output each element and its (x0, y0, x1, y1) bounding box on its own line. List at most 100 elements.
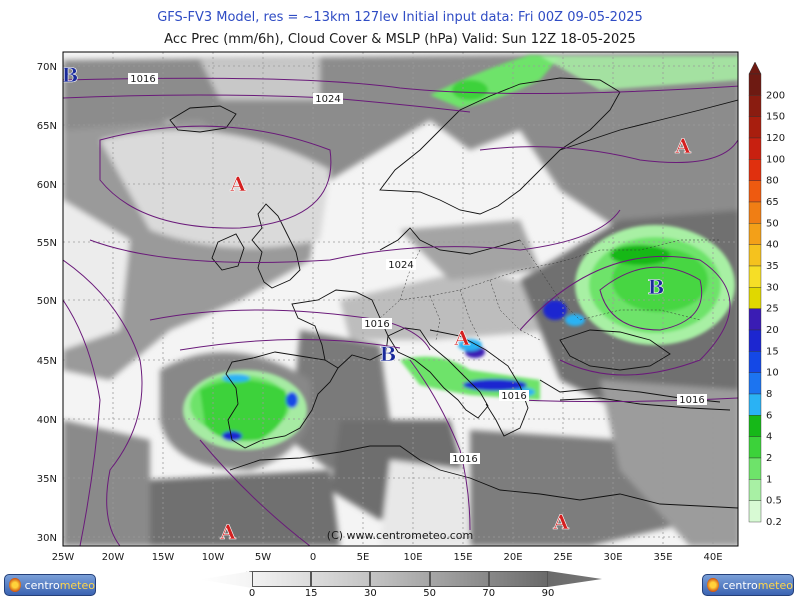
lat-label: 45N (37, 356, 57, 367)
precip-scale-swatch (748, 223, 762, 245)
high-pressure-center: A (219, 520, 236, 544)
precip-scale-label: 1 (766, 474, 772, 485)
lon-label: 20W (102, 552, 125, 563)
map-frame (62, 51, 739, 547)
precip-scale-swatch (748, 95, 762, 117)
lat-label: 50N (37, 296, 57, 307)
high-pressure-center: A (552, 510, 569, 534)
logo-text-accent: meteo (59, 578, 95, 592)
isobar-label: 1016 (364, 319, 389, 330)
precip-scale-swatch (748, 436, 762, 459)
precip-scale-label: 4 (766, 432, 772, 443)
lon-label: 15W (152, 552, 175, 563)
logo-sun-icon (707, 578, 719, 592)
precip-scale-label: 150 (766, 112, 785, 123)
model-title: GFS-FV3 Model, res = ~13km 127lev Initia… (157, 10, 643, 25)
logo-text: centro (24, 578, 60, 592)
product-title: Acc Prec (mm/6h), Cloud Cover & MSLP (hP… (164, 32, 636, 47)
high-pressure-center: A (674, 134, 691, 158)
precip-scale-label: 100 (766, 154, 785, 165)
lat-label: 55N (37, 238, 57, 249)
precip-scale-label: 20 (766, 325, 779, 336)
longitude-labels: 25W 20W 15W 10W 5W 0 5E 10E 15E 20E 25E … (52, 552, 723, 563)
precip-scale-swatch (748, 457, 762, 480)
low-pressure-center: B (380, 342, 397, 366)
logo-text-accent: meteo (757, 578, 793, 592)
precip-scale-label: 25 (766, 304, 779, 315)
lon-label: 30E (603, 552, 622, 563)
precip-scale-swatch (748, 372, 762, 395)
lon-label: 35E (653, 552, 672, 563)
precip-scale-swatch (748, 116, 762, 139)
cloud-scale-label: 50 (423, 588, 436, 599)
precip-scale-swatch (748, 73, 762, 96)
precip-scale-swatch (748, 479, 762, 501)
precip-scale-label: 6 (766, 410, 772, 421)
precip-scale-label: 10 (766, 368, 779, 379)
precip-scale-swatch (748, 244, 762, 267)
precip-scale-swatch (748, 329, 762, 352)
isobar-label: 1016 (501, 391, 526, 402)
cloud-scale-swatch (488, 571, 548, 587)
centrometeo-logo-left[interactable]: centrometeo (4, 574, 96, 596)
cloud-scale-label: 90 (541, 588, 555, 599)
latitude-labels: 70N 65N 60N 55N 50N 45N 40N 35N 30N (37, 62, 57, 544)
cloud-scale-swatch (370, 571, 430, 587)
isobar-label: 1024 (315, 94, 340, 105)
lon-label: 25W (52, 552, 75, 563)
precip-scale-swatch (748, 265, 762, 288)
lon-label: 40E (703, 552, 722, 563)
low-pressure-center: B (648, 275, 665, 299)
lat-label: 35N (37, 474, 57, 485)
lon-label: 0 (310, 552, 316, 563)
isobars (63, 77, 738, 546)
logo-sun-icon (9, 578, 21, 592)
precip-scale-label: 15 (766, 346, 779, 357)
precip-scale-label: 2 (766, 453, 772, 464)
lat-label: 70N (37, 62, 57, 73)
lon-label: 10E (403, 552, 422, 563)
precip-scale-swatch (748, 308, 762, 331)
cloud-scale-label: 15 (304, 588, 318, 599)
precip-scale-label: 0.2 (766, 517, 782, 528)
precip-scale-swatch (748, 287, 762, 309)
precip-scale-swatch (748, 180, 762, 203)
lat-label: 65N (37, 121, 57, 132)
isobar-label: 1016 (452, 454, 477, 465)
precip-scale-label: 50 (766, 218, 779, 229)
precip-scale-swatch (748, 500, 762, 523)
copyright-text: (C) www.centrometeo.com (327, 529, 473, 542)
lon-label: 10W (202, 552, 225, 563)
precip-scale-label: 35 (766, 261, 779, 272)
precip-scale-swatch (748, 351, 762, 373)
precip-scale-label: 30 (766, 282, 779, 293)
precip-scale-label: 65 (766, 197, 779, 208)
lat-label: 60N (37, 180, 57, 191)
centrometeo-logo-right[interactable]: centrometeo (702, 574, 794, 596)
pressure-centers: B A A B A B A A (62, 63, 692, 545)
precip-scale-label: 200 (766, 90, 785, 101)
isobar-label: 1016 (130, 74, 155, 85)
lon-label: 5W (255, 552, 271, 563)
precip-scale-label: 0.5 (766, 496, 782, 507)
precip-scale-swatch (748, 159, 762, 181)
isobar-label: 1024 (388, 260, 413, 271)
map-layers: 1016 1024 1024 1016 1016 1016 1016 B A A… (62, 52, 738, 546)
cloud-scale-label: 0 (248, 588, 256, 599)
precipitation-legend: 200 150 120 100 80 65 50 40 35 30 25 20 15 10 8 6 4 2 1 0.5… (748, 61, 785, 528)
cloud-scale-swatch (252, 571, 312, 587)
cloud-scale-swatch (311, 571, 371, 587)
high-pressure-center: A (453, 326, 470, 350)
lat-label: 30N (37, 533, 57, 544)
precip-scale-swatch (748, 137, 762, 160)
precip-scale-swatch (748, 201, 762, 224)
logo-text: centro (722, 578, 758, 592)
precip-scale-label: 8 (766, 389, 772, 400)
lon-label: 5E (357, 552, 370, 563)
cloud-scale-swatch (429, 571, 489, 587)
low-pressure-center: B (62, 63, 79, 87)
precip-scale-label: 120 (766, 133, 785, 144)
precip-scale-swatch (748, 415, 762, 437)
precip-scale-swatch (748, 393, 762, 416)
precip-scale-label: 80 (766, 176, 779, 187)
